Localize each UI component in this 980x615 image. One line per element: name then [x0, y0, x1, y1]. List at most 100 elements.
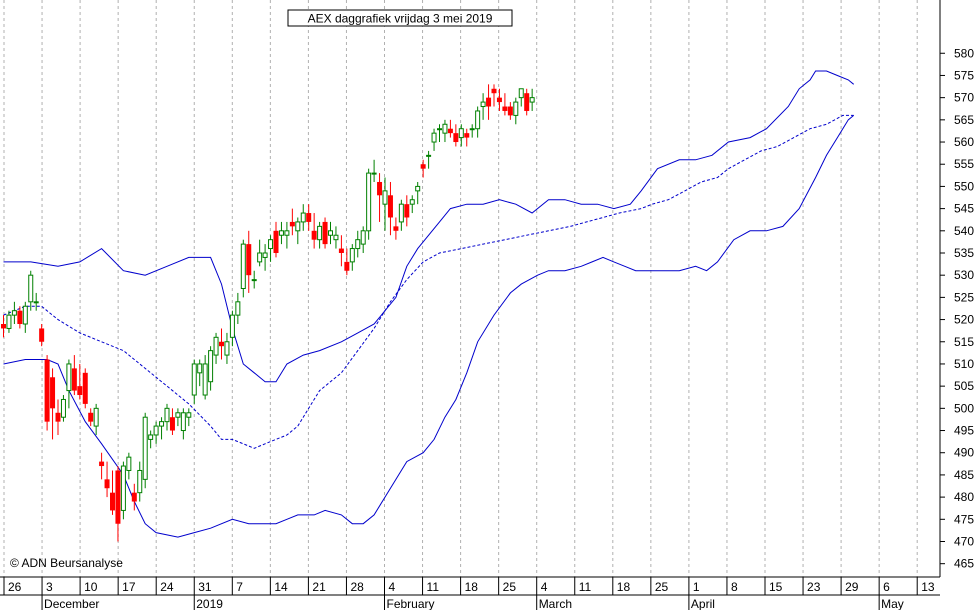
candle-body-up: [518, 88, 524, 99]
candle: [1, 315, 6, 338]
candle: [278, 221, 284, 245]
candle: [377, 173, 383, 222]
candle: [431, 128, 437, 151]
y-tick-label: 485: [954, 468, 974, 482]
candle: [317, 221, 323, 249]
candle-body-up: [191, 363, 197, 396]
candle-body-up: [251, 279, 257, 282]
candle-body-up: [409, 199, 415, 205]
candle: [398, 199, 404, 231]
x-tick-label: 7: [236, 580, 243, 594]
candle-body-down: [502, 106, 508, 111]
candle: [191, 359, 197, 404]
x-tick-label: 28: [350, 580, 364, 594]
candle-body-down: [44, 359, 50, 422]
candle-body-up: [360, 230, 366, 245]
candle: [224, 332, 230, 364]
y-tick-label: 555: [954, 157, 974, 171]
candle-body-up: [529, 97, 535, 103]
candle: [131, 483, 137, 511]
y-tick-label: 545: [954, 202, 974, 216]
x-tick-label: 24: [160, 580, 174, 594]
candle-body-up: [224, 341, 230, 356]
candle-body-up: [355, 239, 361, 250]
y-tick-label: 465: [954, 557, 974, 571]
candle-body-up: [458, 128, 464, 139]
candle-body-up: [415, 185, 421, 192]
candle: [39, 324, 45, 347]
x-tick-label: 10: [84, 580, 98, 594]
x-tick-label: 13: [921, 580, 935, 594]
candle: [306, 204, 312, 231]
x-tick-label: 26: [8, 580, 22, 594]
candle-body-down: [17, 310, 23, 325]
x-tick-label: 14: [274, 580, 288, 594]
candle: [529, 88, 535, 111]
bollinger-lower-line: [3, 115, 855, 538]
candle: [60, 395, 66, 422]
candle-body-up: [284, 230, 290, 236]
candle-body-up: [213, 336, 219, 356]
candle: [159, 417, 165, 440]
y-tick-label: 480: [954, 490, 974, 504]
candle: [322, 217, 328, 249]
candle: [268, 235, 274, 262]
candle: [382, 177, 388, 231]
candle: [115, 466, 121, 542]
candle-body-down: [344, 261, 350, 271]
candle: [262, 244, 268, 271]
candle: [273, 221, 279, 258]
candle-body-down: [99, 461, 105, 467]
candle: [137, 461, 143, 502]
candle: [110, 470, 115, 515]
candle: [355, 230, 361, 258]
candle: [328, 221, 333, 245]
candle: [437, 124, 442, 143]
candle: [415, 181, 421, 205]
y-tick-label: 475: [954, 512, 974, 526]
candle: [208, 346, 214, 391]
candle-body-up: [153, 425, 159, 436]
candle-body-down: [273, 230, 279, 253]
candle-body-down: [486, 97, 492, 107]
candle-body-up: [513, 101, 519, 116]
candle: [120, 461, 126, 520]
candle: [491, 84, 497, 107]
y-tick-label: 580: [954, 46, 974, 60]
candle: [458, 124, 464, 147]
y-tick-label: 470: [954, 534, 974, 548]
x-tick-label: 18: [465, 580, 479, 594]
y-tick-label: 495: [954, 424, 974, 438]
candle-body-down: [77, 386, 83, 396]
candle-body-up: [186, 412, 192, 418]
candle-body-up: [229, 314, 235, 338]
candle-body-up: [480, 101, 486, 108]
candles: [1, 84, 535, 542]
candle-body-down: [1, 324, 6, 329]
candle-body-up: [159, 421, 165, 427]
y-tick-label: 530: [954, 268, 974, 282]
candle: [338, 235, 344, 267]
y-tick-label: 550: [954, 179, 974, 193]
candle-body-down: [447, 128, 453, 134]
candle: [175, 408, 181, 427]
x-tick-label: 25: [503, 580, 517, 594]
candle-body-down: [219, 341, 224, 347]
candle: [524, 88, 530, 116]
candle-body-down: [71, 368, 77, 391]
candle-body-down: [393, 226, 399, 231]
candle-body-down: [311, 230, 317, 240]
candle: [344, 248, 350, 276]
candle-body-down: [169, 417, 175, 431]
y-tick-label: 575: [954, 68, 974, 82]
x-tick-label: 29: [845, 580, 859, 594]
candle: [257, 239, 263, 267]
title-box: AEX daggrafiek vrijdag 3 mei 2019: [287, 9, 513, 27]
candle-body-down: [387, 195, 393, 218]
candle-body-down: [246, 244, 252, 276]
bollinger-upper-line: [3, 70, 855, 383]
candle-body-down: [377, 181, 383, 196]
x-tick-label: 3: [46, 580, 53, 594]
candle-body-up: [268, 239, 274, 250]
